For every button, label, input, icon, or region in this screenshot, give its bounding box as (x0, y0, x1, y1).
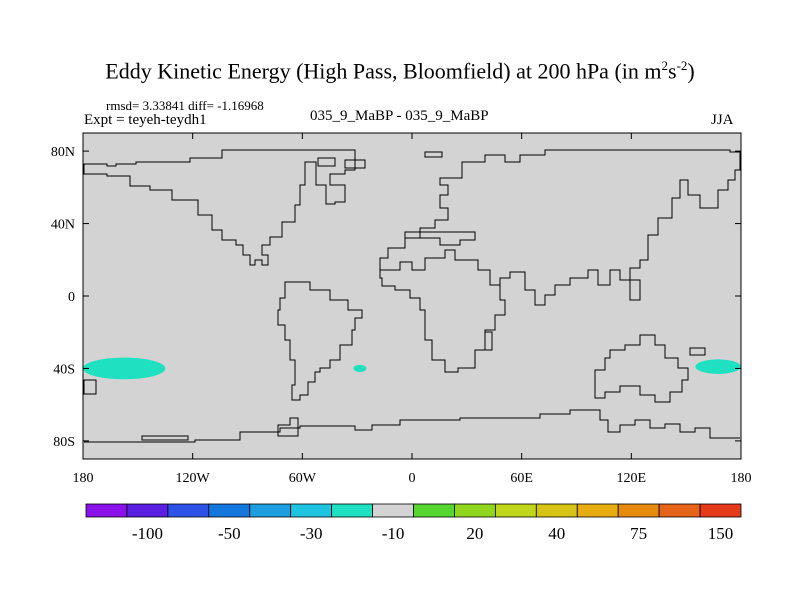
coastline-greenland (344, 159, 366, 169)
period-label: 035_9_MaBP - 035_9_MaBP (310, 108, 489, 124)
y-tick-label: 0 (68, 290, 75, 305)
x-tick-label: 120E (617, 471, 647, 486)
colorbar-box (454, 503, 496, 518)
west-pacific-anomaly (695, 359, 741, 374)
colorbar-box (658, 503, 701, 518)
colorbar-label: 40 (548, 524, 565, 543)
colorbar-box (535, 503, 578, 518)
colorbar (85, 503, 742, 518)
stats-label: rmsd= 3.33841 diff= -1.16968 (106, 98, 264, 113)
colorbar-box (699, 503, 742, 518)
coastline-southeast-pacific-islet (83, 379, 97, 395)
coastline-iceland (424, 151, 443, 158)
colorbar-box (85, 503, 128, 518)
colorbar-box (494, 503, 537, 518)
colorbar-box (576, 503, 619, 518)
coastline-africa (379, 249, 506, 373)
experiment-label: Expt = teyeh-teydh1 (84, 112, 207, 128)
coastline-australia (594, 334, 689, 403)
x-tick-label: 180 (731, 471, 752, 486)
coastline-eurasia (379, 149, 741, 306)
coastline-mediterranean (404, 231, 476, 246)
coastline-antarctic-peninsula (277, 417, 299, 437)
anomaly-layer (83, 357, 741, 380)
colorbar-label: 75 (630, 524, 647, 543)
y-tick-label: 80N (51, 145, 75, 160)
colorbar-box (208, 503, 251, 518)
x-tick-label: 60W (289, 471, 317, 486)
colorbar-label: -100 (132, 524, 163, 543)
colorbar-label: -10 (382, 524, 405, 543)
colorbar-labels: -100 -50 -30 -10 20 40 75 150 (132, 524, 733, 543)
chart-title: Eddy Kinetic Energy (High Pass, Bloomfie… (105, 58, 695, 84)
coastlines (83, 149, 741, 443)
colorbar-box (617, 503, 660, 518)
y-tick-label: 40N (51, 218, 75, 233)
colorbar-box (126, 503, 169, 518)
coastline-north-america (83, 149, 356, 266)
x-tick-label: 180 (73, 471, 94, 486)
colorbar-box (413, 503, 455, 518)
colorbar-label: 20 (466, 524, 483, 543)
colorbar-box (167, 503, 210, 518)
coastline-madagascar (484, 331, 493, 351)
colorbar-box (249, 503, 292, 518)
colorbar-label: -50 (218, 524, 241, 543)
map-frame (82, 132, 742, 460)
tick-labels: 180 120W 60W 0 60E 120E 180 80N 40N 0 40S 80S (51, 145, 752, 486)
colorbar-label: 150 (708, 524, 734, 543)
x-tick-label: 120W (176, 471, 211, 486)
y-tick-label: 80S (53, 435, 75, 450)
x-tick-label: 0 (409, 471, 416, 486)
coastline-south-america (277, 281, 363, 401)
coastline-arctic-islands (317, 157, 336, 167)
coastline-ross-ice-shelf (141, 435, 189, 441)
x-tick-label: 60E (510, 471, 533, 486)
south-atlantic-anomaly (353, 364, 367, 373)
colorbar-label: -30 (300, 524, 323, 543)
colorbar-box (331, 503, 373, 518)
south-pacific-anomaly (83, 357, 166, 380)
colorbar-box (372, 503, 414, 518)
season-label: JJA (711, 112, 734, 128)
coastline-antarctica (84, 409, 740, 443)
colorbar-box (290, 503, 333, 518)
map-background (83, 133, 741, 459)
y-tick-label: 40S (53, 362, 75, 377)
coastline-new-guinea (689, 347, 706, 356)
